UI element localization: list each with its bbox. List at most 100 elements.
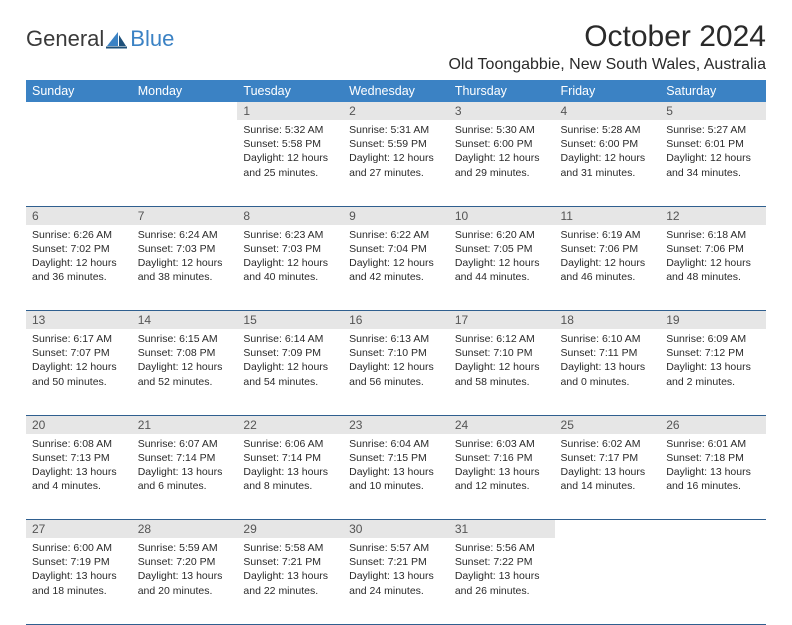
sunset-text: Sunset: 7:22 PM [455, 555, 549, 569]
daylight-line2: and 44 minutes. [455, 270, 549, 284]
sunset-text: Sunset: 7:06 PM [666, 242, 760, 256]
daylight-line2: and 34 minutes. [666, 166, 760, 180]
day-header: Sunday [26, 80, 132, 102]
day-cell: Sunrise: 5:28 AMSunset: 6:00 PMDaylight:… [555, 120, 661, 206]
day-details: Sunrise: 6:07 AMSunset: 7:14 PMDaylight:… [132, 434, 238, 498]
sunset-text: Sunset: 7:21 PM [243, 555, 337, 569]
day-details: Sunrise: 6:26 AMSunset: 7:02 PMDaylight:… [26, 225, 132, 289]
day-header: Friday [555, 80, 661, 102]
daylight-line1: Daylight: 12 hours [666, 256, 760, 270]
daylight-line2: and 4 minutes. [32, 479, 126, 493]
day-number: 31 [449, 520, 555, 539]
sunrise-text: Sunrise: 5:56 AM [455, 541, 549, 555]
day-header: Wednesday [343, 80, 449, 102]
day-details: Sunrise: 6:08 AMSunset: 7:13 PMDaylight:… [26, 434, 132, 498]
sunrise-text: Sunrise: 6:10 AM [561, 332, 655, 346]
day-cell: Sunrise: 6:17 AMSunset: 7:07 PMDaylight:… [26, 329, 132, 415]
sunrise-text: Sunrise: 6:01 AM [666, 437, 760, 451]
sunset-text: Sunset: 7:04 PM [349, 242, 443, 256]
day-details: Sunrise: 6:19 AMSunset: 7:06 PMDaylight:… [555, 225, 661, 289]
daylight-line2: and 48 minutes. [666, 270, 760, 284]
day-cell: Sunrise: 5:56 AMSunset: 7:22 PMDaylight:… [449, 538, 555, 624]
day-cell: Sunrise: 6:23 AMSunset: 7:03 PMDaylight:… [237, 225, 343, 311]
day-cell: Sunrise: 6:09 AMSunset: 7:12 PMDaylight:… [660, 329, 766, 415]
day-cell: Sunrise: 5:58 AMSunset: 7:21 PMDaylight:… [237, 538, 343, 624]
day-cell: Sunrise: 6:01 AMSunset: 7:18 PMDaylight:… [660, 434, 766, 520]
sunrise-text: Sunrise: 6:19 AM [561, 228, 655, 242]
daylight-line2: and 58 minutes. [455, 375, 549, 389]
sunset-text: Sunset: 7:10 PM [349, 346, 443, 360]
sunrise-text: Sunrise: 6:00 AM [32, 541, 126, 555]
daylight-line1: Daylight: 13 hours [666, 465, 760, 479]
day-number: 10 [449, 206, 555, 225]
day-cell: Sunrise: 6:14 AMSunset: 7:09 PMDaylight:… [237, 329, 343, 415]
day-number: 27 [26, 520, 132, 539]
day-cell [555, 538, 661, 624]
daylight-line2: and 2 minutes. [666, 375, 760, 389]
day-header: Saturday [660, 80, 766, 102]
day-number: 29 [237, 520, 343, 539]
daylight-line1: Daylight: 13 hours [666, 360, 760, 374]
daylight-line2: and 40 minutes. [243, 270, 337, 284]
daylight-line1: Daylight: 13 hours [138, 465, 232, 479]
day-cell: Sunrise: 6:24 AMSunset: 7:03 PMDaylight:… [132, 225, 238, 311]
calendar-head: SundayMondayTuesdayWednesdayThursdayFrid… [26, 80, 766, 102]
day-header: Thursday [449, 80, 555, 102]
brand-logo: General Blue [26, 26, 174, 52]
day-number: 18 [555, 311, 661, 330]
day-cell: Sunrise: 5:27 AMSunset: 6:01 PMDaylight:… [660, 120, 766, 206]
sunrise-text: Sunrise: 6:20 AM [455, 228, 549, 242]
day-details: Sunrise: 6:13 AMSunset: 7:10 PMDaylight:… [343, 329, 449, 393]
day-number: 11 [555, 206, 661, 225]
sunrise-text: Sunrise: 6:04 AM [349, 437, 443, 451]
sunrise-text: Sunrise: 6:22 AM [349, 228, 443, 242]
daylight-line1: Daylight: 12 hours [561, 256, 655, 270]
day-details: Sunrise: 6:24 AMSunset: 7:03 PMDaylight:… [132, 225, 238, 289]
sunset-text: Sunset: 6:00 PM [561, 137, 655, 151]
day-number: 7 [132, 206, 238, 225]
sunset-text: Sunset: 7:12 PM [666, 346, 760, 360]
day-number: 19 [660, 311, 766, 330]
day-details: Sunrise: 5:30 AMSunset: 6:00 PMDaylight:… [449, 120, 555, 184]
sunset-text: Sunset: 7:08 PM [138, 346, 232, 360]
sunrise-text: Sunrise: 6:17 AM [32, 332, 126, 346]
sunrise-text: Sunrise: 6:03 AM [455, 437, 549, 451]
day-number: 21 [132, 415, 238, 434]
sunset-text: Sunset: 7:14 PM [138, 451, 232, 465]
sunrise-text: Sunrise: 6:06 AM [243, 437, 337, 451]
day-details: Sunrise: 6:10 AMSunset: 7:11 PMDaylight:… [555, 329, 661, 393]
daylight-line1: Daylight: 12 hours [138, 256, 232, 270]
calendar-table: SundayMondayTuesdayWednesdayThursdayFrid… [26, 80, 766, 625]
daylight-line2: and 6 minutes. [138, 479, 232, 493]
day-number: 3 [449, 102, 555, 120]
daylight-line2: and 22 minutes. [243, 584, 337, 598]
daylight-line1: Daylight: 12 hours [455, 360, 549, 374]
daylight-line1: Daylight: 12 hours [32, 256, 126, 270]
daylight-line1: Daylight: 13 hours [349, 569, 443, 583]
day-details: Sunrise: 6:01 AMSunset: 7:18 PMDaylight:… [660, 434, 766, 498]
day-cell [26, 120, 132, 206]
day-number: 28 [132, 520, 238, 539]
sunset-text: Sunset: 7:20 PM [138, 555, 232, 569]
page-header: General Blue October 2024 Old Toongabbie… [26, 20, 766, 74]
daylight-line2: and 31 minutes. [561, 166, 655, 180]
day-cell: Sunrise: 6:04 AMSunset: 7:15 PMDaylight:… [343, 434, 449, 520]
daylight-line1: Daylight: 13 hours [32, 465, 126, 479]
day-number: 5 [660, 102, 766, 120]
day-cell: Sunrise: 5:30 AMSunset: 6:00 PMDaylight:… [449, 120, 555, 206]
daylight-line1: Daylight: 13 hours [455, 465, 549, 479]
day-number [555, 520, 661, 539]
day-cell: Sunrise: 6:07 AMSunset: 7:14 PMDaylight:… [132, 434, 238, 520]
sunrise-text: Sunrise: 6:26 AM [32, 228, 126, 242]
day-cell: Sunrise: 6:06 AMSunset: 7:14 PMDaylight:… [237, 434, 343, 520]
day-details: Sunrise: 6:09 AMSunset: 7:12 PMDaylight:… [660, 329, 766, 393]
daylight-line2: and 24 minutes. [349, 584, 443, 598]
daylight-line2: and 14 minutes. [561, 479, 655, 493]
day-number: 14 [132, 311, 238, 330]
sunrise-text: Sunrise: 6:08 AM [32, 437, 126, 451]
sunset-text: Sunset: 7:17 PM [561, 451, 655, 465]
sunrise-text: Sunrise: 6:02 AM [561, 437, 655, 451]
day-number: 22 [237, 415, 343, 434]
day-cell: Sunrise: 5:31 AMSunset: 5:59 PMDaylight:… [343, 120, 449, 206]
day-details: Sunrise: 6:14 AMSunset: 7:09 PMDaylight:… [237, 329, 343, 393]
